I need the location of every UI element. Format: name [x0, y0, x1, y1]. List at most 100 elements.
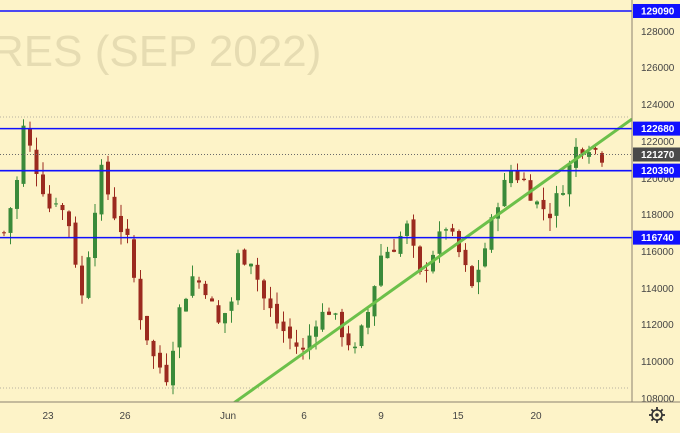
level-badge-bg: [633, 163, 680, 178]
level-badge-label: 120390: [641, 166, 675, 177]
candle-body: [463, 249, 468, 266]
candle-body: [171, 350, 175, 386]
candle-body: [249, 263, 253, 267]
y-tick-label: 108000: [641, 394, 675, 405]
candle-body: [106, 161, 110, 195]
candle-body: [385, 251, 390, 259]
candle-body: [151, 340, 156, 357]
candle-body: [60, 204, 65, 211]
level-badge-bg: [633, 3, 680, 18]
candle-body: [80, 265, 84, 296]
candle-body: [424, 269, 429, 271]
candle-body: [314, 326, 318, 337]
x-tick-label: 9: [378, 411, 384, 422]
candle-body: [262, 280, 266, 299]
candle-body: [450, 228, 455, 232]
candle-body: [281, 321, 286, 332]
level-badge-label: 122680: [641, 124, 675, 135]
level-badge-120390[interactable]: 120390: [633, 163, 680, 178]
candle-body: [554, 193, 559, 216]
time-axis[interactable]: [0, 402, 632, 428]
candle-body: [119, 215, 123, 233]
y-tick-label: 124000: [641, 100, 675, 111]
candle-body: [2, 232, 6, 234]
candle-body: [158, 352, 162, 368]
candle-body: [561, 193, 565, 195]
level-badge-label: 116740: [641, 233, 674, 244]
candle-body: [541, 199, 546, 210]
candle-body: [307, 335, 312, 351]
candle-body: [359, 325, 364, 347]
candle-body: [437, 231, 442, 254]
candle-body: [476, 269, 481, 283]
candle-body: [489, 217, 494, 250]
candle-body: [190, 276, 195, 296]
candle-body: [320, 311, 325, 330]
candle-body: [379, 255, 383, 286]
trend-line[interactable]: [229, 117, 633, 407]
y-tick-label: 122000: [641, 137, 675, 148]
candle-body: [21, 125, 26, 184]
current-badge-bg: [633, 147, 680, 162]
candle-body: [164, 364, 169, 383]
candle-body: [333, 313, 338, 315]
x-tick-label: 26: [119, 411, 131, 422]
symbol-watermark: RES (SEP 2022): [0, 27, 321, 76]
candle-body: [268, 298, 273, 309]
candle-body: [483, 248, 487, 267]
candle-body: [392, 249, 396, 252]
candle-body: [197, 280, 201, 283]
candle-body: [216, 305, 221, 323]
level-badge-bg: [633, 230, 680, 245]
level-badge-129090[interactable]: 129090: [633, 3, 680, 18]
candle-body: [548, 213, 552, 219]
candle-body: [580, 149, 585, 155]
candle-body: [184, 298, 188, 312]
candle-body: [73, 222, 78, 265]
candle-body: [125, 228, 130, 235]
candle-body: [93, 212, 97, 259]
candle-body: [405, 223, 409, 236]
x-tick-label: 15: [452, 411, 464, 422]
y-tick-label: 120000: [641, 174, 675, 185]
candle-body: [411, 219, 416, 246]
x-tick-label: 20: [530, 411, 542, 422]
candle-body: [600, 153, 604, 163]
candle-body: [203, 283, 208, 296]
y-tick-label: 110000: [641, 357, 674, 368]
level-badge-122680[interactable]: 122680: [633, 121, 680, 136]
settings-gear-icon[interactable]: [649, 407, 665, 423]
x-tick-label: Jun: [220, 411, 236, 422]
candle-body: [431, 254, 435, 272]
candle-body: [8, 208, 13, 233]
candle-body: [229, 301, 234, 311]
current-price-badge[interactable]: 121270: [633, 147, 680, 162]
candle-body: [15, 179, 19, 209]
candle-body: [502, 179, 507, 207]
candle-body: [398, 235, 403, 254]
candle-body: [99, 164, 104, 215]
candle-body: [177, 307, 182, 348]
candle-body: [34, 149, 39, 174]
candle-body: [54, 203, 58, 205]
candle-body: [509, 171, 513, 184]
candle-body: [210, 298, 214, 302]
candle-body: [353, 346, 357, 349]
price-axis[interactable]: [632, 0, 680, 402]
current-badge-label: 121270: [641, 150, 675, 161]
candle-body: [515, 170, 520, 181]
candle-body: [366, 312, 370, 328]
candle-body: [522, 178, 526, 181]
level-badge-label: 129090: [641, 6, 675, 17]
candle-body: [444, 229, 448, 231]
candle-body: [567, 164, 572, 195]
level-badge-bg: [633, 121, 680, 136]
candle-body: [418, 246, 422, 272]
candle-body: [132, 239, 136, 278]
candle-body: [288, 326, 292, 339]
candle-body: [145, 315, 149, 341]
level-badge-116740[interactable]: 116740: [633, 230, 680, 245]
y-tick-label: 118000: [641, 210, 674, 221]
